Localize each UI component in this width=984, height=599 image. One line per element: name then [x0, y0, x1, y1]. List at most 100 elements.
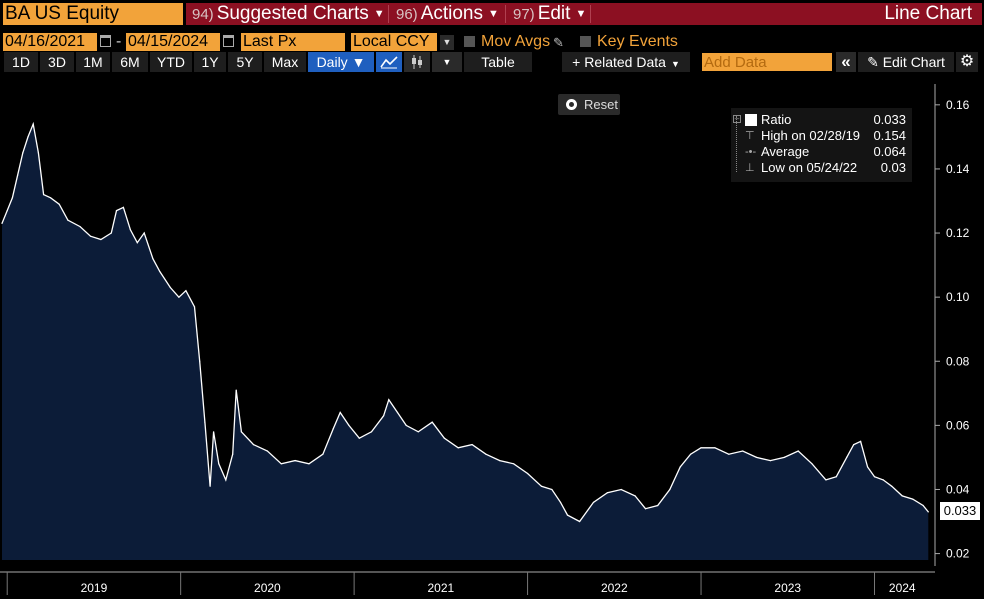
- field-selector[interactable]: Last Px: [241, 33, 345, 51]
- period-max[interactable]: Max: [264, 52, 306, 72]
- start-date-field[interactable]: 04/16/2021: [3, 33, 97, 51]
- legend-tree-line: [736, 116, 737, 172]
- menu-number: 97): [513, 6, 535, 23]
- series-color-swatch: [745, 114, 757, 126]
- period-ytd[interactable]: YTD: [150, 52, 192, 72]
- data-point: [110, 232, 112, 234]
- calendar-icon[interactable]: [100, 35, 111, 47]
- period-1d[interactable]: 1D: [4, 52, 38, 72]
- data-point: [322, 453, 324, 455]
- add-data-input[interactable]: [702, 53, 832, 71]
- data-point: [559, 501, 562, 503]
- line-chart-glyph: [380, 56, 398, 69]
- data-point: [294, 460, 296, 462]
- key-events-checkbox[interactable]: [580, 36, 591, 47]
- collapse-icon[interactable]: «: [836, 52, 856, 72]
- data-point: [901, 495, 903, 497]
- last-value-tag: 0.033: [940, 502, 980, 520]
- data-point: [657, 504, 659, 507]
- legend-high-row[interactable]: ⊤ High on 02/28/19 0.154: [731, 128, 912, 144]
- period-3d[interactable]: 3D: [40, 52, 74, 72]
- security-field[interactable]: BA US Equity: [3, 3, 183, 25]
- period-6m[interactable]: 6M: [112, 52, 148, 72]
- x-tick-label: 2021: [427, 581, 454, 595]
- edit-chart-button[interactable]: ✎ Edit Chart: [858, 52, 954, 72]
- data-point: [783, 456, 785, 458]
- pencil-icon[interactable]: ✎: [553, 35, 564, 50]
- data-point: [213, 431, 215, 433]
- end-date-field[interactable]: 04/15/2024: [126, 33, 220, 51]
- line-chart-icon[interactable]: [376, 52, 402, 72]
- data-point: [431, 421, 433, 423]
- data-point: [755, 456, 758, 458]
- data-point: [443, 437, 445, 439]
- data-point: [811, 463, 813, 465]
- menu-label: Suggested Charts: [216, 3, 369, 24]
- y-tick-label: 0.08: [946, 354, 970, 368]
- data-point: [43, 194, 45, 196]
- legend-ratio-row[interactable]: – Ratio 0.033: [731, 112, 912, 128]
- period-1m[interactable]: 1M: [76, 52, 110, 72]
- calendar-icon[interactable]: [223, 35, 234, 47]
- data-point: [742, 450, 744, 452]
- candlestick-icon[interactable]: [404, 52, 430, 72]
- data-point: [178, 296, 180, 298]
- legend-low-row[interactable]: ⊥ Low on 05/24/22 0.03: [731, 160, 912, 176]
- legend-average-row[interactable]: -•- Average 0.064: [731, 144, 912, 160]
- table-button[interactable]: Table: [464, 52, 532, 72]
- related-data-button[interactable]: + Related Data ▼: [562, 52, 690, 72]
- settings-row: 04/16/2021 - 04/15/2024 Last Px Local CC…: [0, 32, 984, 52]
- data-point: [867, 466, 869, 468]
- data-point: [592, 501, 595, 503]
- series-line: [1, 121, 929, 523]
- reset-button[interactable]: Reset: [558, 94, 620, 115]
- data-point: [11, 197, 13, 199]
- data-point: [873, 476, 876, 478]
- currency-selector[interactable]: Local CCY: [351, 33, 437, 51]
- data-point: [620, 488, 622, 491]
- candlestick-glyph: [412, 55, 422, 69]
- suggested-charts-menu[interactable]: 94) Suggested Charts ▼: [192, 3, 385, 25]
- frequency-selector[interactable]: Daily ▼: [308, 52, 374, 72]
- data-point: [159, 270, 161, 273]
- menu-label: Actions: [420, 3, 483, 24]
- related-data-label: + Related Data: [572, 54, 666, 70]
- mov-avgs-checkbox[interactable]: [464, 36, 475, 47]
- y-tick-label: 0.02: [946, 547, 970, 561]
- chart-canvas[interactable]: 0.16 0.14 0.12 0.10 0.08 0.06 0.04 0.02 2019 202…: [0, 76, 984, 599]
- data-point: [136, 242, 138, 244]
- period-5y[interactable]: 5Y: [228, 52, 262, 72]
- reset-label: Reset: [584, 97, 618, 112]
- pencil-icon: ✎: [867, 54, 879, 70]
- chart-legend[interactable]: – Ratio 0.033 ⊤ High on 02/28/19 0.154 -…: [731, 108, 912, 182]
- data-point: [540, 485, 543, 487]
- legend-high-label: High on 02/28/19: [761, 128, 861, 143]
- data-point: [122, 206, 124, 208]
- currency-dropdown-icon[interactable]: ▼: [440, 35, 454, 50]
- chart-style-dropdown-icon[interactable]: ▼: [432, 52, 462, 72]
- low-marker-icon: ⊥: [745, 162, 755, 174]
- actions-menu[interactable]: 96) Actions ▼: [396, 3, 499, 25]
- key-events-label[interactable]: Key Events: [597, 33, 678, 50]
- collapse-minus-icon[interactable]: –: [733, 114, 741, 123]
- x-tick-label: 2024: [889, 581, 916, 595]
- x-tick-label: 2022: [601, 581, 628, 595]
- data-point: [185, 290, 187, 292]
- data-point: [922, 504, 924, 507]
- menu-divider: [388, 5, 389, 23]
- edit-chart-label: Edit Chart: [882, 54, 945, 70]
- data-point: [499, 460, 501, 462]
- data-point: [169, 286, 171, 289]
- gear-icon[interactable]: ⚙: [956, 52, 978, 72]
- data-point: [115, 210, 118, 212]
- period-1y[interactable]: 1Y: [194, 52, 226, 72]
- menu-divider: [505, 5, 506, 23]
- data-point: [835, 476, 837, 478]
- data-point: [308, 463, 310, 465]
- data-point: [1, 222, 3, 224]
- plot-area: [1, 121, 929, 560]
- y-tick-label: 0.10: [946, 290, 970, 304]
- data-point: [218, 463, 220, 465]
- edit-menu[interactable]: 97) Edit ▼: [513, 3, 586, 25]
- mov-avgs-label[interactable]: Mov Avgs: [481, 33, 551, 50]
